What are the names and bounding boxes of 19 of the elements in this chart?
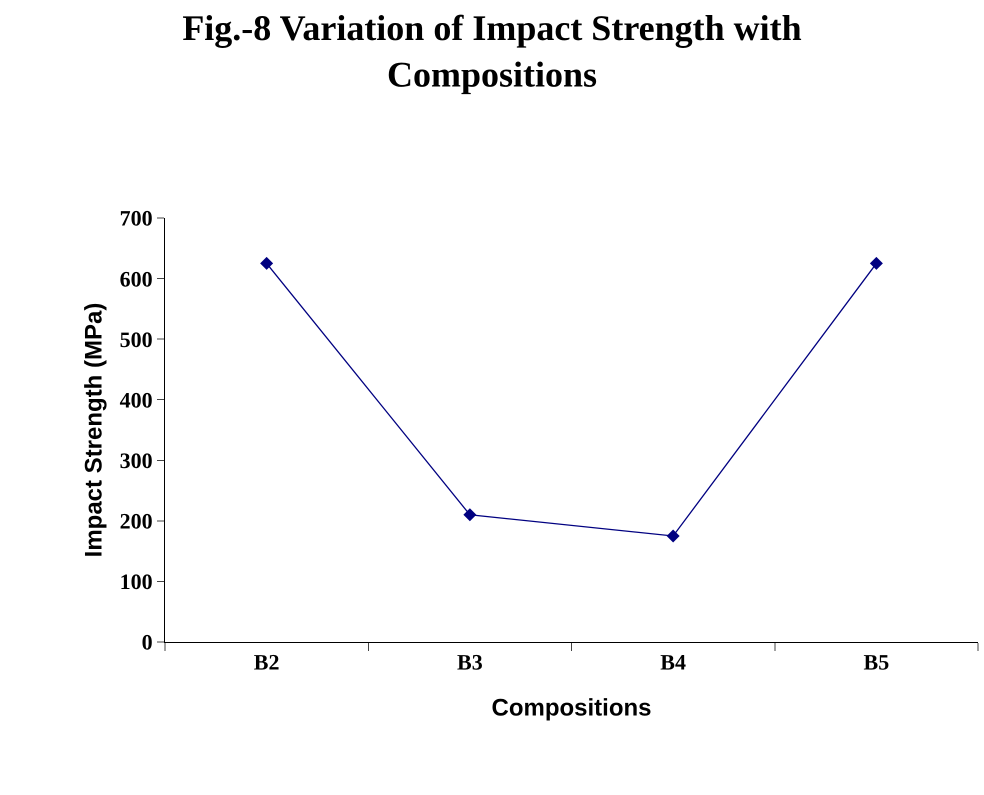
point [463, 508, 476, 522]
y-tick-label: 300 [120, 448, 153, 473]
x-tick-label: B2 [254, 649, 280, 674]
y-tick-label: 600 [120, 266, 153, 292]
x-axis-title: Compositions [492, 694, 652, 722]
point [260, 256, 274, 270]
y-tick-label: 700 [120, 206, 153, 231]
y-tick-label: 500 [120, 326, 153, 352]
point [666, 530, 680, 542]
point [870, 256, 883, 270]
y-tick-label: 400 [120, 387, 153, 412]
y-tick-label: 100 [120, 569, 153, 594]
x-tick-label: B3 [457, 649, 483, 674]
y-axis-title: Impact Strength (MPa) [80, 302, 108, 558]
y-tick-label: 200 [120, 508, 153, 534]
chart-title: Fig.-8 Variation of Impact Strength with Compositions [182, 8, 802, 95]
y-tick-label: 0 [142, 630, 153, 655]
x-tick-label: B5 [864, 649, 890, 674]
x-tick-label: B4 [660, 649, 686, 674]
